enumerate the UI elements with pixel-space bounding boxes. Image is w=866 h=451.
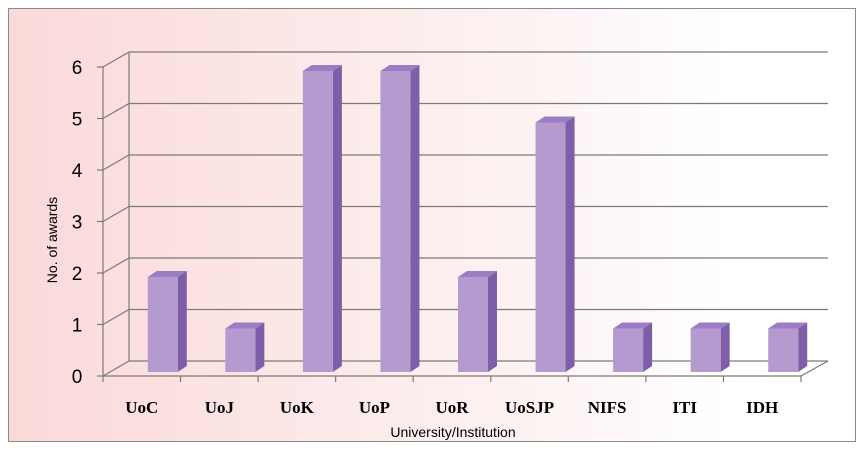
- bar-front: [380, 71, 411, 372]
- bar-UoK: [302, 65, 342, 372]
- bar-UoR: [458, 271, 497, 372]
- x-axis-label: University/Institution: [390, 424, 515, 440]
- gridline-diagonal: [102, 102, 130, 120]
- bar-top: [690, 322, 730, 329]
- bar-ITI: [690, 322, 730, 372]
- y-tick-labels: 0 1 2 3 4 5 6: [72, 58, 83, 388]
- bar-side: [332, 65, 342, 372]
- gridline-diagonal: [102, 205, 130, 223]
- bar-front: [147, 277, 178, 372]
- y-tick-label: 6: [72, 58, 83, 79]
- gridline-diagonal: [102, 51, 130, 68]
- bar-NIFS: [613, 322, 653, 372]
- bars: [147, 65, 808, 372]
- bar-side: [798, 322, 808, 372]
- y-tick-label: 5: [72, 110, 83, 131]
- bar-top: [768, 322, 808, 329]
- bar-top: [535, 116, 575, 123]
- x-tick-label: UoP: [359, 398, 390, 417]
- y-tick-label: 4: [72, 161, 83, 182]
- y-tick-label: 3: [72, 213, 83, 234]
- bar-side: [720, 322, 730, 372]
- bar-side: [643, 322, 653, 372]
- bar-UoC: [147, 271, 187, 372]
- bar-front: [302, 71, 333, 372]
- bar-front: [535, 122, 566, 372]
- bar-side: [565, 116, 575, 372]
- bar-side: [255, 322, 265, 372]
- axes: [97, 52, 829, 382]
- bar-top: [147, 271, 187, 277]
- bar-UoJ: [225, 322, 265, 372]
- bar-side: [177, 271, 187, 372]
- y-axis-label: No. of awards: [44, 197, 60, 283]
- gridline-diagonal: [102, 154, 130, 171]
- bar-UoP: [380, 65, 420, 372]
- bar-IDH: [768, 322, 808, 372]
- x-tick-label: ITI: [672, 398, 697, 417]
- x-tick-label: UoSJP: [505, 398, 554, 417]
- gridline-diagonal: [102, 308, 130, 326]
- gridline-diagonal: [102, 360, 130, 377]
- x-tick-label: IDH: [746, 398, 778, 417]
- bar-top: [380, 65, 420, 71]
- bar-front: [768, 328, 799, 372]
- bar-front: [458, 277, 488, 372]
- bar-top: [458, 271, 497, 277]
- y-tick-label: 0: [72, 367, 83, 388]
- bar-top: [302, 65, 342, 71]
- bar-top: [613, 322, 653, 329]
- x-tick-labels: UoC UoJ UoK UoP UoR UoSJP NIFS ITI IDH: [125, 398, 778, 417]
- bar-front: [613, 328, 644, 372]
- y-tick-label: 2: [72, 264, 83, 285]
- bar-top: [225, 322, 265, 329]
- x-tick-label: UoC: [125, 398, 158, 417]
- bar-side: [410, 65, 420, 372]
- x-tick-label: UoJ: [205, 398, 235, 417]
- bar-UoSJP: [535, 116, 575, 372]
- x-tick-label: UoK: [280, 398, 315, 417]
- gridline-diagonal: [102, 257, 130, 274]
- x-tick-label: UoR: [435, 398, 469, 417]
- x-tick-label: NIFS: [588, 398, 627, 417]
- y-tick-label: 1: [72, 316, 83, 337]
- bar-front: [690, 328, 721, 372]
- bar-front: [225, 328, 256, 372]
- floor-edge: [800, 360, 829, 377]
- bar-side: [488, 271, 497, 372]
